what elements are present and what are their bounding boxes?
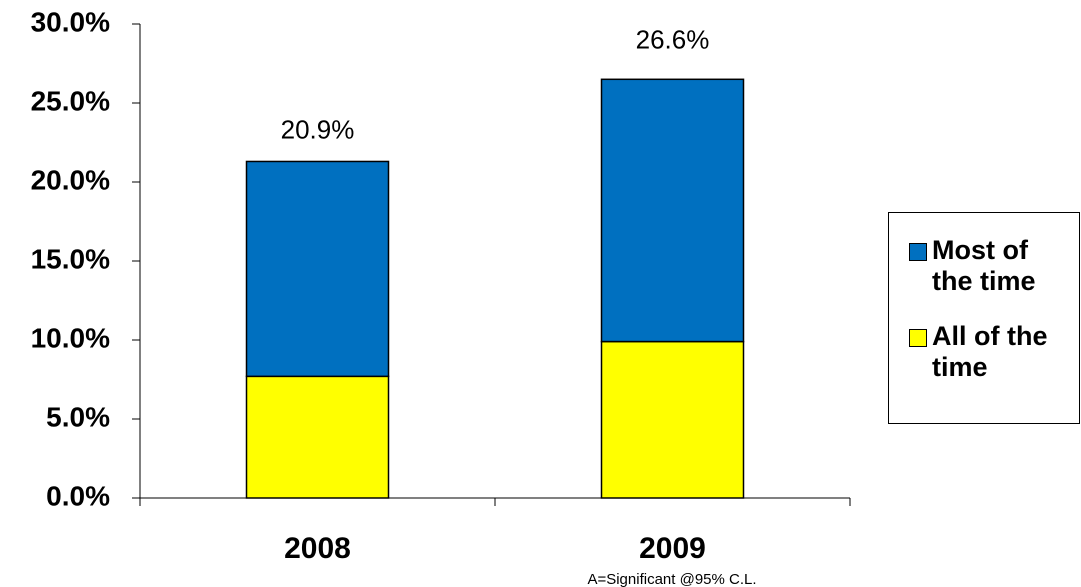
y-tick-label: 30.0% [31, 6, 110, 37]
y-tick-label: 10.0% [31, 322, 110, 353]
legend-label: Most of the time [932, 235, 1036, 296]
bar-segment [245, 160, 390, 378]
annotation: A=Significant @95% C.L. [587, 571, 756, 587]
x-tick-label: 2009 [639, 532, 706, 565]
y-tick-label: 20.0% [31, 164, 110, 195]
legend-item: All of the time [909, 321, 1071, 383]
x-tick-label: 2008 [284, 532, 351, 565]
legend-label: All of the time [932, 321, 1048, 382]
total-label: 20.9% [281, 115, 355, 145]
bar-segment [600, 340, 745, 499]
y-tick-label: 5.0% [46, 401, 110, 432]
legend: Most of the time All of the time [888, 212, 1080, 424]
total-label: 26.6% [636, 25, 710, 55]
y-tick-label: 0.0% [46, 480, 110, 511]
y-tick-label: 25.0% [31, 85, 110, 116]
legend-item: Most of the time [909, 235, 1071, 297]
legend-swatch [909, 329, 927, 347]
legend-swatch [909, 243, 927, 261]
bar-segment [245, 375, 390, 499]
y-tick-label: 15.0% [31, 243, 110, 274]
bar-segment [600, 78, 745, 343]
